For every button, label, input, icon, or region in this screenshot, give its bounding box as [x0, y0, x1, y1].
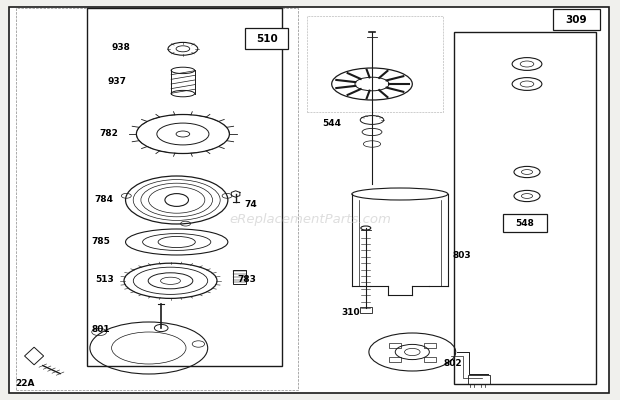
- Bar: [423, 342, 436, 348]
- Text: 938: 938: [112, 44, 130, 52]
- Bar: [389, 342, 401, 348]
- Text: 544: 544: [322, 120, 341, 128]
- Text: 801: 801: [91, 326, 110, 334]
- Text: 548: 548: [516, 218, 534, 228]
- Bar: [503, 214, 547, 232]
- Text: 783: 783: [237, 276, 256, 284]
- Text: 784: 784: [95, 195, 113, 204]
- Bar: [360, 307, 372, 313]
- Text: 310: 310: [342, 308, 360, 317]
- Bar: [232, 270, 246, 284]
- Text: 22A: 22A: [15, 380, 35, 388]
- Bar: [454, 32, 596, 384]
- Bar: [307, 16, 443, 112]
- Text: 74: 74: [245, 200, 257, 209]
- Bar: [245, 28, 288, 49]
- Bar: [389, 357, 401, 362]
- Text: 513: 513: [95, 276, 113, 284]
- Bar: [423, 357, 436, 362]
- Bar: [468, 375, 490, 384]
- Text: 803: 803: [453, 252, 471, 260]
- Bar: [16, 8, 298, 390]
- Text: 802: 802: [443, 360, 462, 368]
- Text: eReplacementParts.com: eReplacementParts.com: [229, 214, 391, 226]
- Text: 309: 309: [565, 14, 587, 24]
- Bar: [553, 9, 600, 30]
- Text: 782: 782: [99, 129, 118, 138]
- Text: 510: 510: [255, 34, 278, 44]
- Text: 785: 785: [92, 237, 110, 246]
- Text: 937: 937: [107, 77, 126, 86]
- Bar: [87, 8, 282, 366]
